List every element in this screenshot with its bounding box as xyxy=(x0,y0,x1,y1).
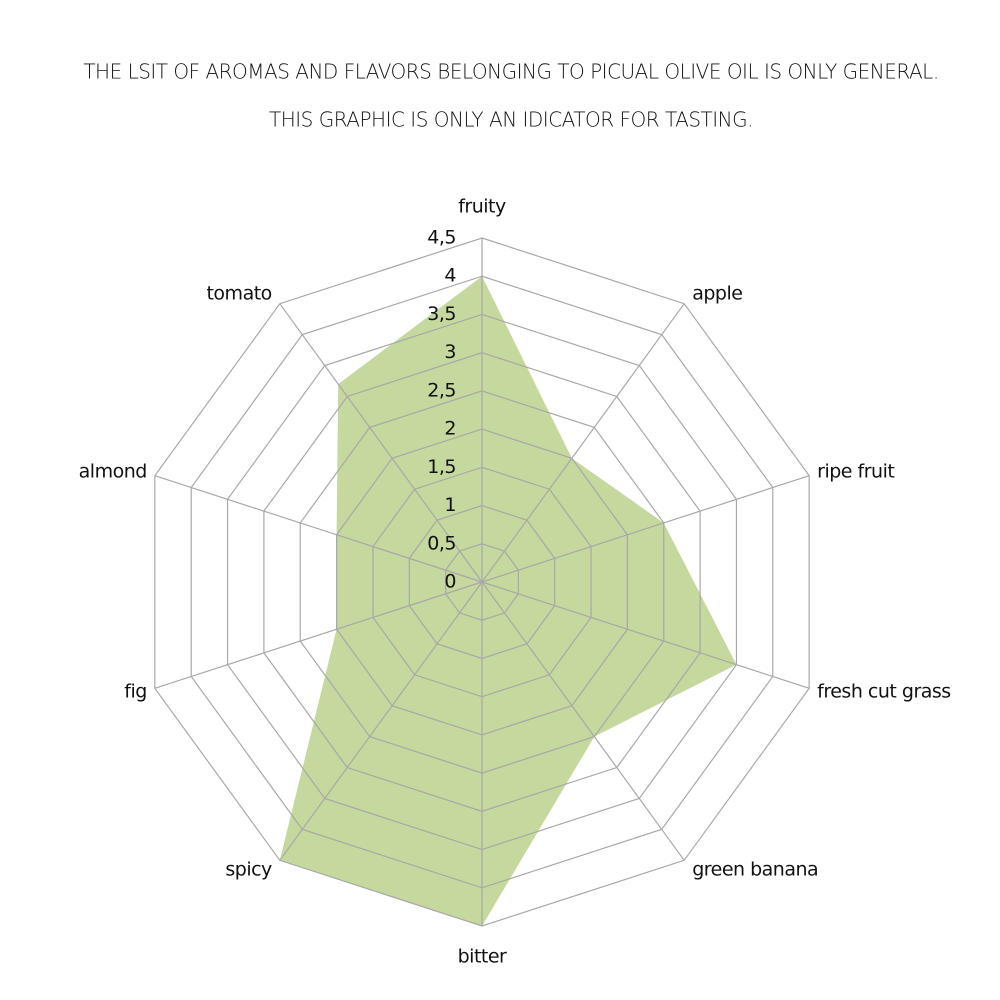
axis-spoke xyxy=(481,581,810,689)
axis-spoke xyxy=(279,303,483,583)
axis-spoke xyxy=(481,475,810,583)
r-tick-label: 0,5 xyxy=(427,532,456,554)
r-tick-label: 4 xyxy=(444,265,456,287)
axis-spoke xyxy=(279,581,483,861)
axis-spoke xyxy=(154,581,483,689)
category-label: fig xyxy=(124,681,147,703)
r-tick-label: 0 xyxy=(444,571,456,593)
category-label: fruity xyxy=(458,196,506,218)
category-label: tomato xyxy=(206,282,271,304)
category-label: bitter xyxy=(458,946,507,968)
chart-title: THE LSIT OF AROMAS AND FLAVORS BELONGING… xyxy=(83,60,938,84)
r-tick-label: 4,5 xyxy=(427,227,456,249)
category-label: almond xyxy=(79,460,147,482)
r-tick-label: 2 xyxy=(444,418,456,440)
category-label: spicy xyxy=(225,859,272,881)
r-tick-label: 2,5 xyxy=(427,379,456,401)
data-area xyxy=(279,276,737,926)
r-tick-label: 1 xyxy=(444,494,456,516)
r-tick-label: 3,5 xyxy=(427,303,456,325)
axis-spoke xyxy=(481,303,685,583)
category-label: ripe fruit xyxy=(817,460,894,482)
category-label: green banana xyxy=(692,859,818,881)
r-tick-label: 3 xyxy=(444,341,456,363)
axis-spoke xyxy=(154,475,483,583)
r-tick-label: 1,5 xyxy=(427,456,456,478)
axis-spoke xyxy=(481,581,685,861)
category-label: fresh cut grass xyxy=(817,681,951,703)
category-label: apple xyxy=(692,282,742,304)
chart-title: THIS GRAPHIC IS ONLY AN IDICATOR FOR TAS… xyxy=(269,108,753,132)
